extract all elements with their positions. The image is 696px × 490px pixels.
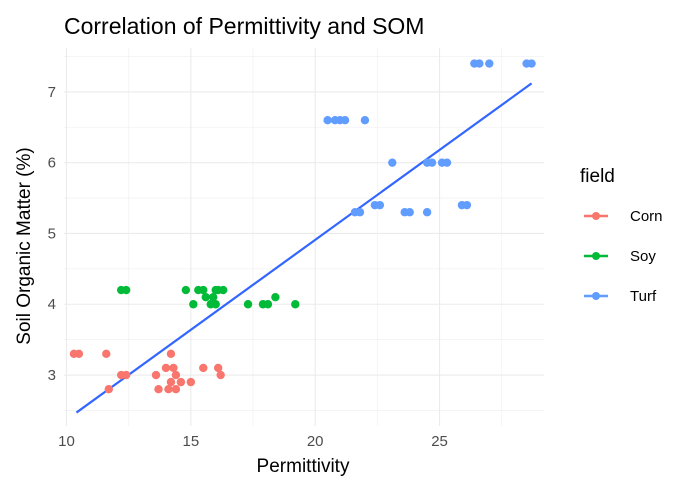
point-soy xyxy=(201,292,210,302)
y-tick-label: 5 xyxy=(48,225,56,242)
point-soy xyxy=(218,285,228,295)
y-axis-ticks: 3 4 5 6 7 xyxy=(48,84,56,384)
point-turf xyxy=(422,208,432,217)
point-corn xyxy=(169,363,178,373)
point-turf xyxy=(355,208,365,217)
point-turf xyxy=(462,200,472,210)
point-soy xyxy=(243,300,253,309)
point-soy xyxy=(121,285,131,295)
grid-lines xyxy=(64,48,544,426)
chart-title: Correlation of Permittivity and SOM xyxy=(64,13,424,39)
point-corn xyxy=(216,370,225,380)
legend-key-point xyxy=(592,292,600,300)
point-corn xyxy=(164,384,173,394)
point-soy xyxy=(209,292,218,302)
regression-line-group xyxy=(75,82,533,414)
point-corn xyxy=(171,370,181,380)
point-corn xyxy=(166,377,176,387)
point-turf xyxy=(405,208,414,217)
legend-title: field xyxy=(580,166,615,187)
point-corn xyxy=(166,349,176,358)
x-tick-label: 15 xyxy=(182,433,199,450)
point-corn xyxy=(171,384,181,394)
legend: field Corn Soy Turf xyxy=(580,166,663,305)
y-tick-label: 4 xyxy=(48,296,56,313)
legend-key-point xyxy=(592,212,600,220)
point-soy xyxy=(263,300,273,309)
point-corn xyxy=(121,370,131,380)
point-turf xyxy=(360,116,370,125)
point-turf xyxy=(485,59,494,68)
point-corn xyxy=(104,384,113,394)
point-soy xyxy=(199,285,208,295)
point-turf xyxy=(427,158,437,167)
x-tick-label: 25 xyxy=(431,433,448,450)
point-turf xyxy=(475,59,484,68)
point-corn xyxy=(199,363,208,373)
x-axis-ticks: 10 15 20 25 xyxy=(58,433,448,450)
legend-label-corn: Corn xyxy=(630,208,663,225)
x-tick-label: 10 xyxy=(58,433,75,450)
y-tick-label: 6 xyxy=(48,155,56,172)
y-tick-label: 3 xyxy=(48,367,56,384)
y-tick-label: 7 xyxy=(48,84,56,101)
point-corn xyxy=(102,349,111,358)
y-axis-title: Soil Organic Matter (%) xyxy=(14,147,35,344)
point-corn xyxy=(161,363,171,373)
point-corn xyxy=(176,377,186,387)
point-turf xyxy=(388,158,397,167)
point-turf xyxy=(323,116,332,125)
point-corn xyxy=(213,363,223,373)
point-soy xyxy=(181,285,191,295)
point-corn xyxy=(154,384,163,394)
legend-label-soy: Soy xyxy=(630,248,656,265)
legend-label-turf: Turf xyxy=(630,288,657,305)
regression-line xyxy=(75,82,533,414)
point-soy xyxy=(271,292,280,302)
point-soy xyxy=(189,300,198,309)
point-turf xyxy=(340,116,350,125)
legend-key-point xyxy=(592,252,600,260)
point-turf xyxy=(527,59,536,68)
point-soy xyxy=(211,300,220,309)
point-turf xyxy=(442,158,452,167)
point-soy xyxy=(291,300,300,309)
x-axis-title: Permittivity xyxy=(257,456,350,477)
point-corn xyxy=(186,377,196,387)
point-corn xyxy=(151,370,161,380)
x-tick-label: 20 xyxy=(307,433,324,450)
point-turf xyxy=(375,200,385,210)
point-corn xyxy=(74,349,84,358)
data-points xyxy=(69,59,536,394)
